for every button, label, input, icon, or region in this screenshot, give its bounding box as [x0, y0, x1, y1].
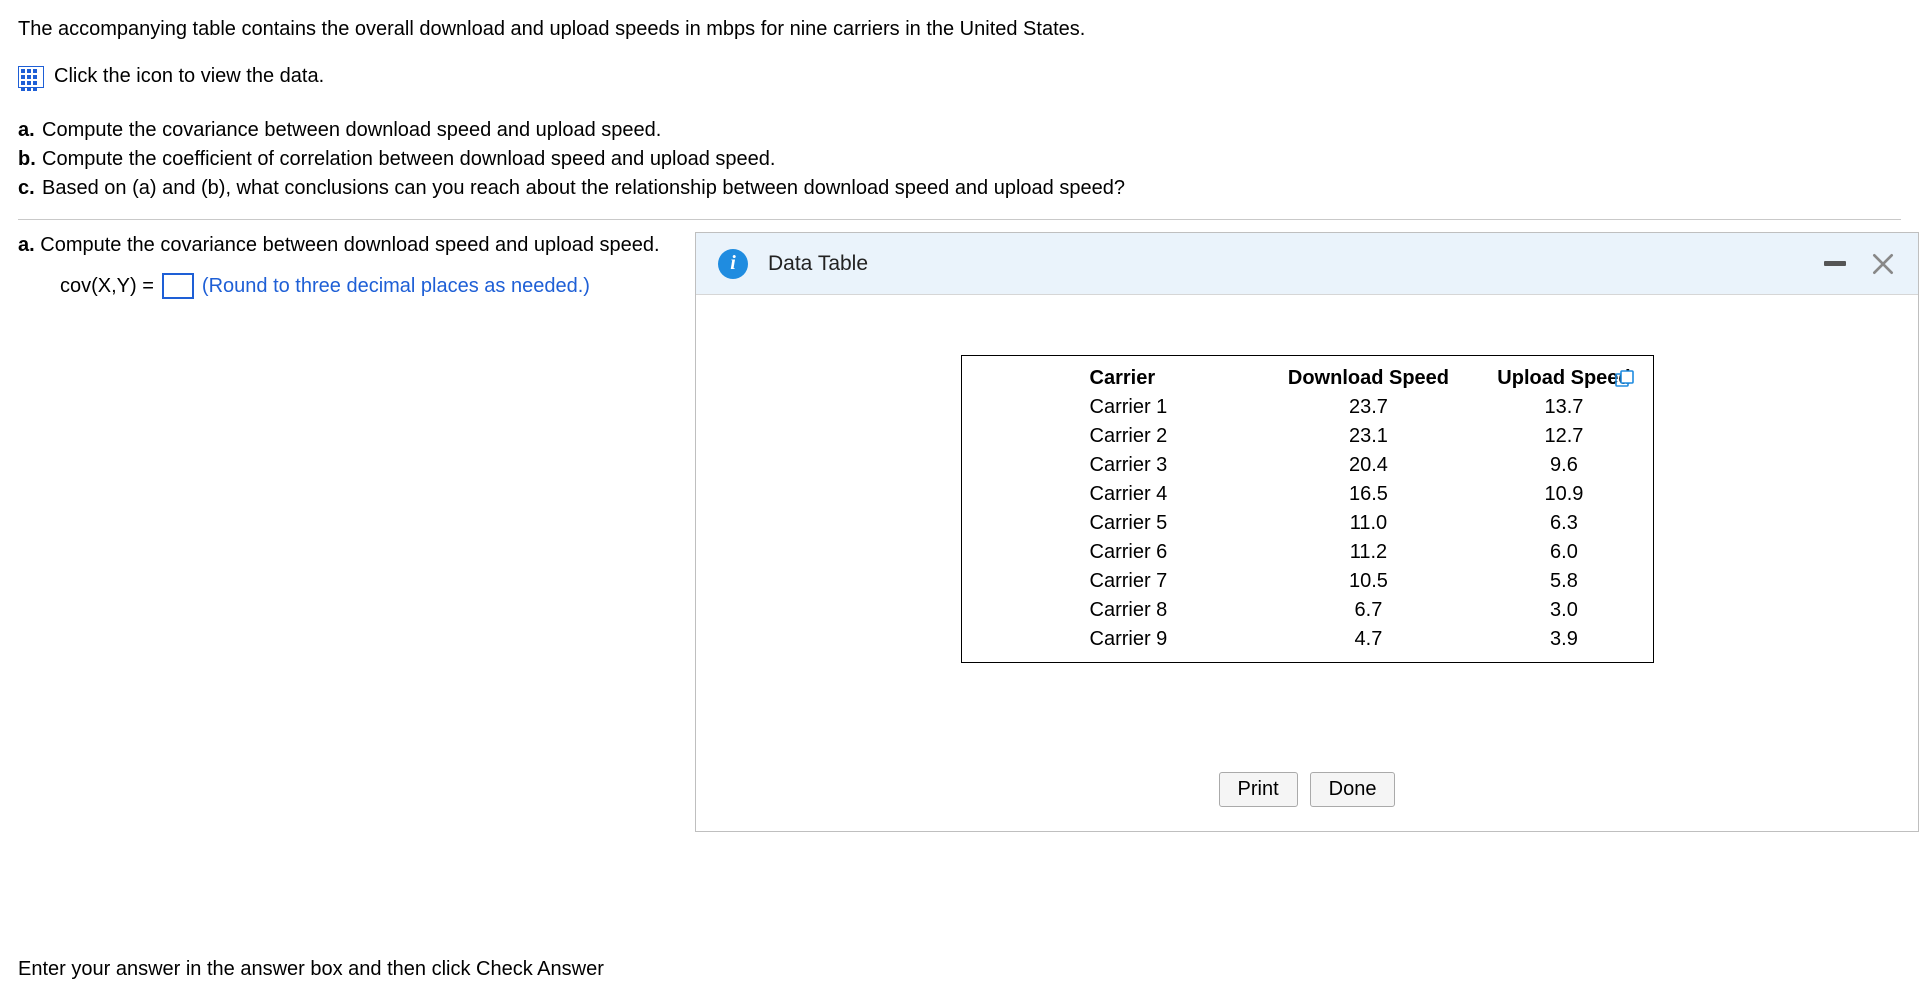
- table-row: Carrier 710.55.8: [962, 567, 1653, 596]
- table-cell: Carrier 2: [962, 422, 1262, 451]
- data-table-container: Carrier Download Speed Upload Speed Carr…: [961, 355, 1654, 663]
- table-cell: 3.9: [1475, 625, 1652, 654]
- table-header-row: Carrier Download Speed Upload Speed: [962, 364, 1653, 393]
- data-table: Carrier Download Speed Upload Speed Carr…: [962, 364, 1653, 654]
- icon-row-text: Click the icon to view the data.: [54, 65, 324, 88]
- modal-header: i Data Table: [696, 233, 1918, 295]
- table-cell: Carrier 8: [962, 596, 1262, 625]
- table-row: Carrier 94.73.9: [962, 625, 1653, 654]
- table-cell: 12.7: [1475, 422, 1652, 451]
- rounding-hint: (Round to three decimal places as needed…: [202, 275, 590, 298]
- question-c: Based on (a) and (b), what conclusions c…: [42, 174, 1125, 203]
- table-cell: 4.7: [1262, 625, 1476, 654]
- data-table-modal: i Data Table Carrier Download Speed: [695, 232, 1919, 832]
- done-button[interactable]: Done: [1310, 772, 1396, 807]
- table-cell: Carrier 5: [962, 509, 1262, 538]
- question-b: Compute the coefficient of correlation b…: [42, 145, 775, 174]
- table-cell: Carrier 7: [962, 567, 1262, 596]
- table-row: Carrier 320.49.6: [962, 451, 1653, 480]
- table-cell: Carrier 4: [962, 480, 1262, 509]
- table-cell: 10.9: [1475, 480, 1652, 509]
- col-download: Download Speed: [1262, 364, 1476, 393]
- table-row: Carrier 86.73.0: [962, 596, 1653, 625]
- table-row: Carrier 416.510.9: [962, 480, 1653, 509]
- table-cell: Carrier 9: [962, 625, 1262, 654]
- table-cell: 16.5: [1262, 480, 1476, 509]
- col-carrier: Carrier: [962, 364, 1262, 393]
- table-cell: 20.4: [1262, 451, 1476, 480]
- minimize-icon[interactable]: [1824, 261, 1846, 266]
- question-list: a.Compute the covariance between downloa…: [18, 116, 1901, 203]
- table-cell: 6.3: [1475, 509, 1652, 538]
- cov-lhs: cov(X,Y) =: [60, 275, 154, 298]
- copy-icon[interactable]: [1615, 370, 1635, 388]
- close-icon[interactable]: [1870, 251, 1896, 277]
- data-table-icon[interactable]: [18, 66, 44, 88]
- table-cell: Carrier 1: [962, 393, 1262, 422]
- table-cell: 9.6: [1475, 451, 1652, 480]
- divider: [18, 219, 1901, 220]
- table-cell: 6.7: [1262, 596, 1476, 625]
- table-cell: 10.5: [1262, 567, 1476, 596]
- intro-text: The accompanying table contains the over…: [18, 18, 1901, 41]
- table-cell: 13.7: [1475, 393, 1652, 422]
- table-cell: Carrier 6: [962, 538, 1262, 567]
- table-row: Carrier 223.112.7: [962, 422, 1653, 451]
- table-cell: 11.2: [1262, 538, 1476, 567]
- question-a: Compute the covariance between download …: [42, 116, 661, 145]
- table-cell: 23.1: [1262, 422, 1476, 451]
- info-icon: i: [718, 249, 748, 279]
- cov-input[interactable]: [162, 273, 194, 299]
- print-button[interactable]: Print: [1219, 772, 1298, 807]
- table-cell: 11.0: [1262, 509, 1476, 538]
- table-row: Carrier 611.26.0: [962, 538, 1653, 567]
- table-cell: 3.0: [1475, 596, 1652, 625]
- table-cell: Carrier 3: [962, 451, 1262, 480]
- table-cell: 5.8: [1475, 567, 1652, 596]
- bottom-instruction: Enter your answer in the answer box and …: [18, 958, 604, 981]
- table-cell: 23.7: [1262, 393, 1476, 422]
- table-cell: 6.0: [1475, 538, 1652, 567]
- table-row: Carrier 511.06.3: [962, 509, 1653, 538]
- table-row: Carrier 123.713.7: [962, 393, 1653, 422]
- modal-title: Data Table: [768, 252, 1824, 276]
